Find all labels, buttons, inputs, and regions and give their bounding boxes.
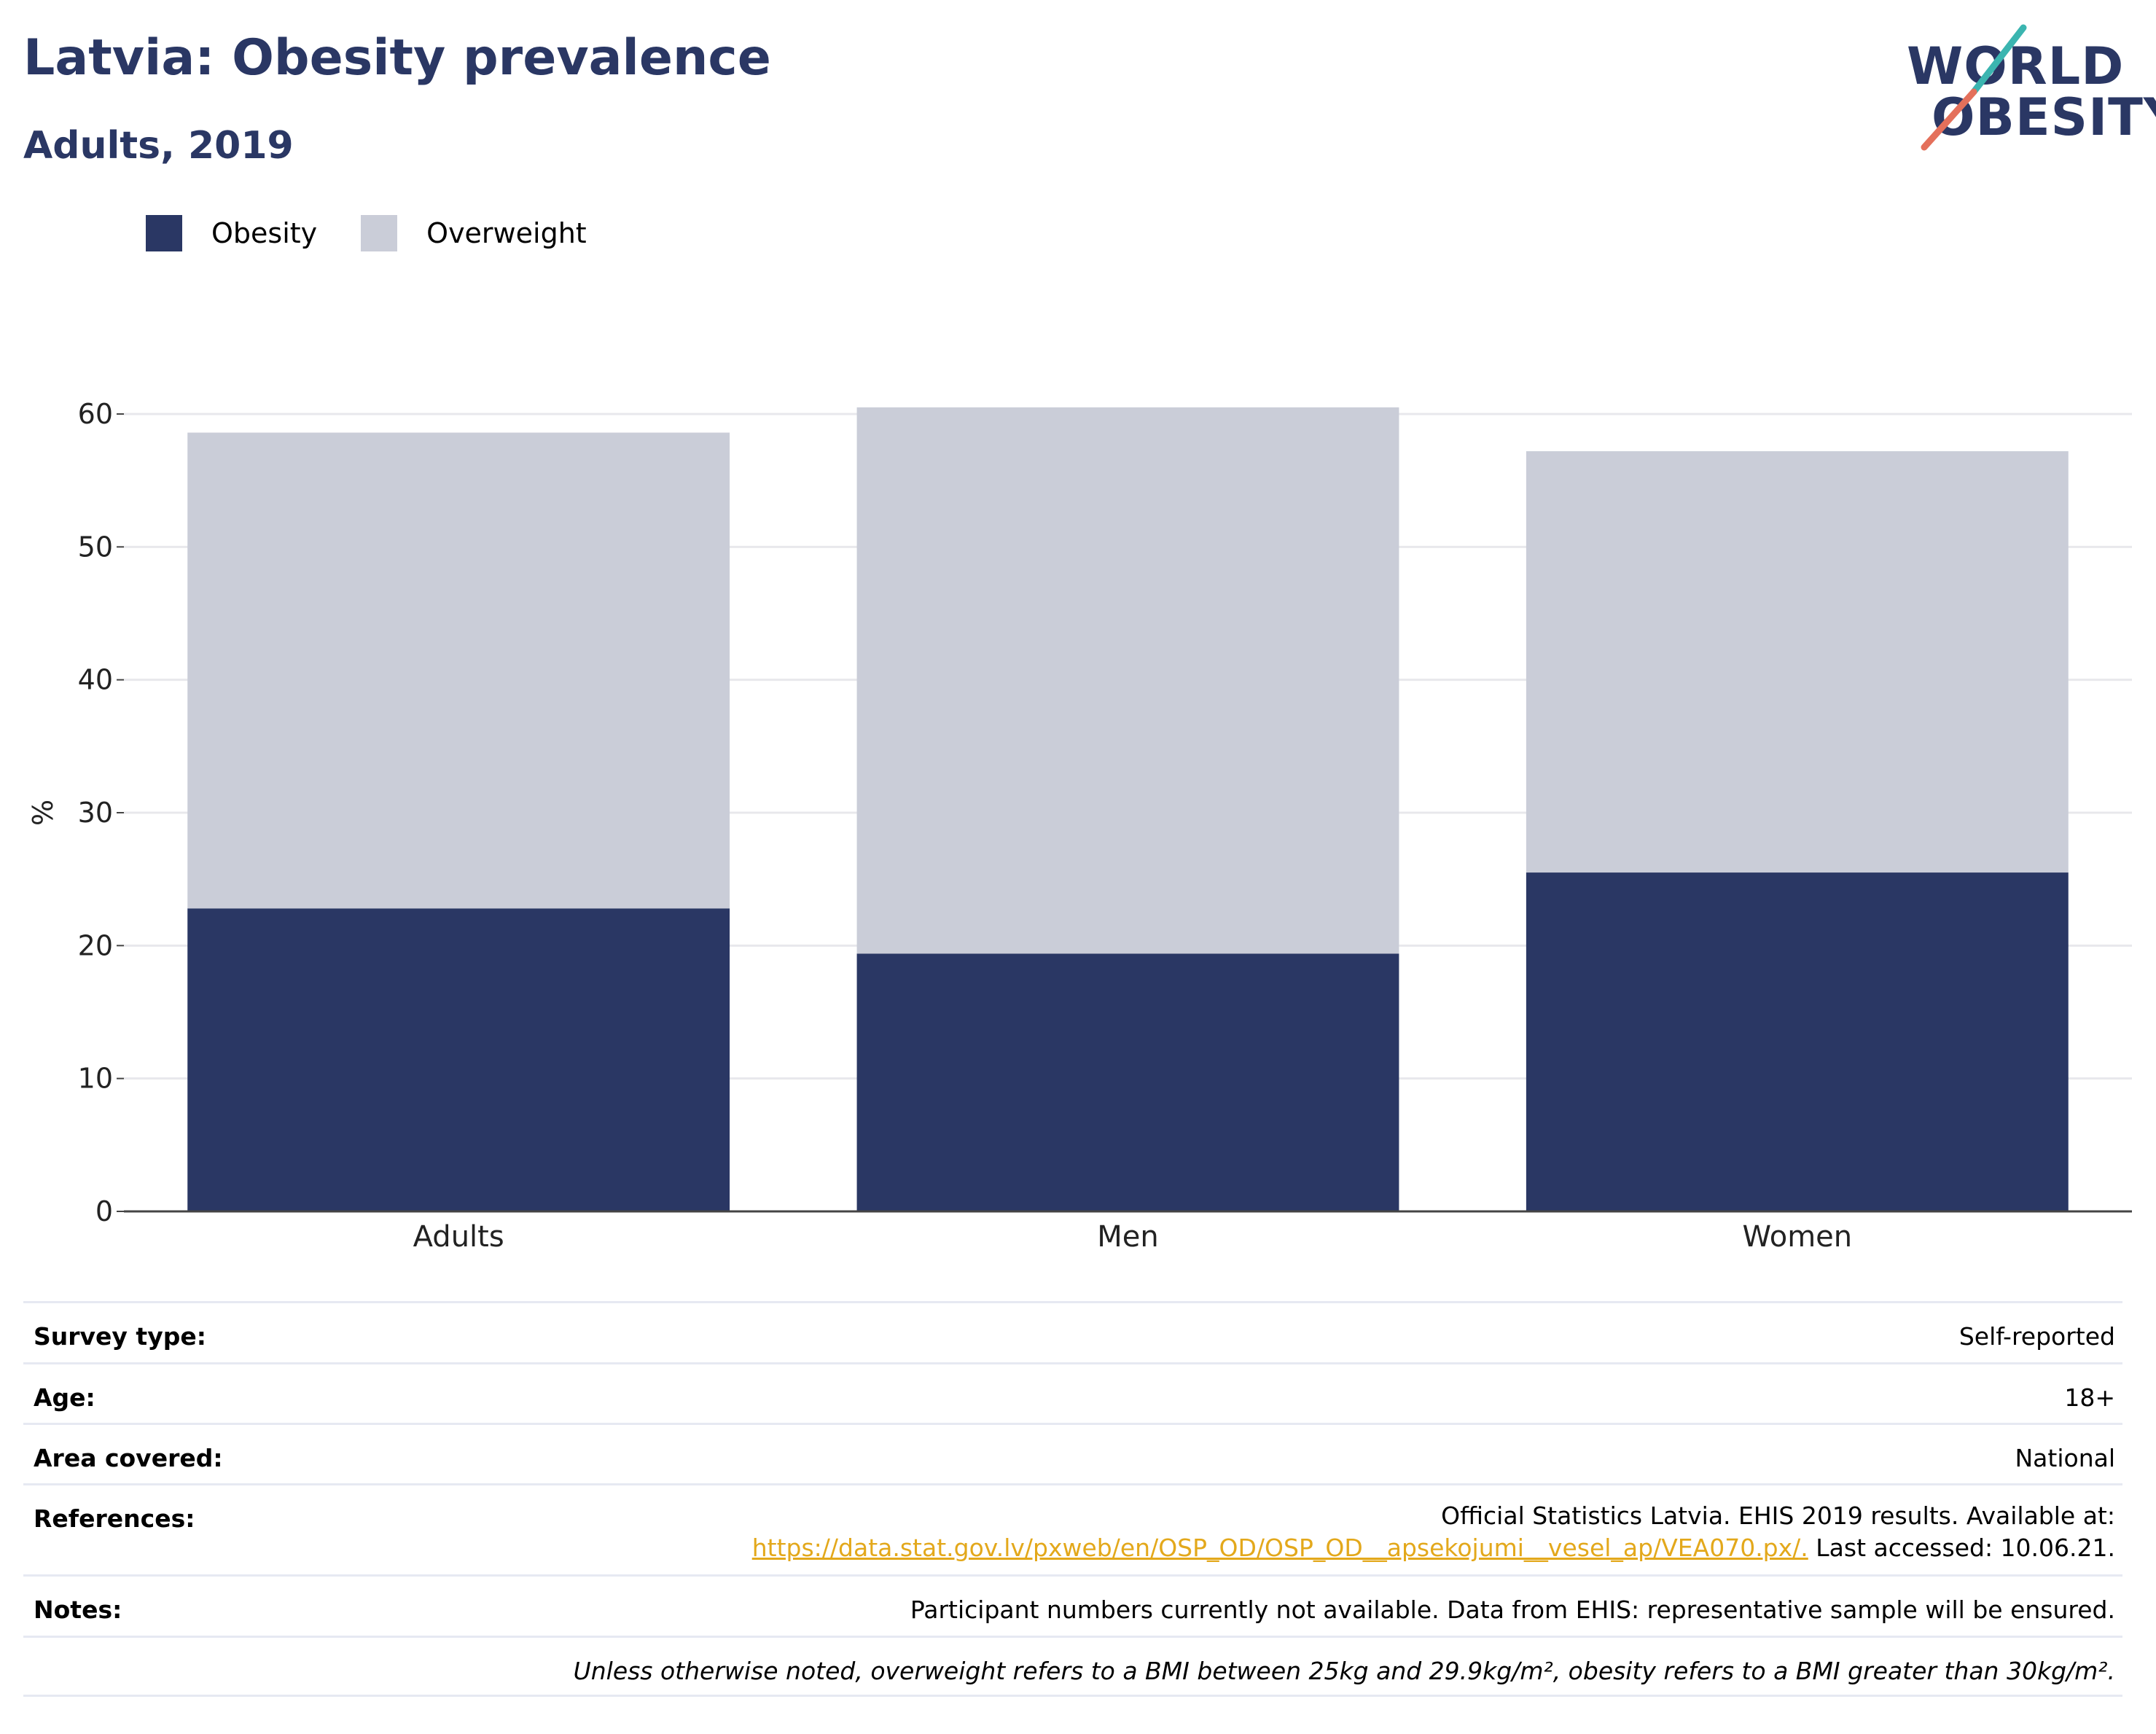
area-value: National <box>2015 1444 2115 1472</box>
notes-label: Notes: <box>34 1596 122 1624</box>
info-row-survey: Survey type: Self-reported <box>23 1301 2122 1362</box>
info-row-area: Area covered: National <box>23 1423 2122 1483</box>
survey-label: Survey type: <box>34 1322 206 1351</box>
info-row-age: Age: 18+ <box>23 1362 2122 1423</box>
y-tick-label: 0 <box>95 1195 113 1227</box>
bar-obesity-women <box>1526 872 2069 1211</box>
area-label: Area covered: <box>34 1444 223 1472</box>
notes-value: Participant numbers currently not availa… <box>910 1596 2115 1624</box>
info-row-references: References: Official Statistics Latvia. … <box>23 1483 2122 1574</box>
y-tick-label: 40 <box>78 664 113 696</box>
y-axis-title: % <box>27 800 59 826</box>
y-tick-label: 60 <box>78 398 113 430</box>
legend-swatch-overweight <box>361 215 398 251</box>
legend-item-obesity: Obesity <box>146 215 317 251</box>
references-text: Official Statistics Latvia. EHIS 2019 re… <box>1441 1501 2115 1530</box>
bar-overweight-men <box>856 407 1399 954</box>
footnote-text: Unless otherwise noted, overweight refer… <box>573 1657 2115 1685</box>
x-tick-label: Adults <box>413 1220 504 1254</box>
bar-overweight-adults <box>187 432 730 909</box>
x-tick-label: Men <box>1097 1220 1158 1254</box>
legend-item-overweight: Overweight <box>361 215 587 251</box>
y-tick-label: 30 <box>78 797 113 829</box>
y-tick-label: 10 <box>78 1063 113 1095</box>
logo-slash-icon <box>1921 24 2027 151</box>
logo-line1: WORLD <box>1907 36 2125 96</box>
world-obesity-logo: WORLD OBESITY <box>1895 22 2156 160</box>
age-value: 18+ <box>2064 1383 2115 1412</box>
chart-legend: Obesity Overweight <box>146 215 630 251</box>
references-label: References: <box>34 1504 195 1533</box>
legend-swatch-obesity <box>146 215 182 251</box>
info-row-footnote: Unless otherwise noted, overweight refer… <box>23 1636 2122 1697</box>
references-accessed: Last accessed: 10.06.21. <box>1808 1534 2115 1562</box>
bar-obesity-men <box>856 953 1399 1211</box>
info-row-notes: Notes: Participant numbers currently not… <box>23 1574 2122 1636</box>
chart-subtitle: Adults, 2019 <box>23 124 294 168</box>
y-tick-label: 50 <box>78 531 113 563</box>
bar-chart: 0 10 20 30 40 50 60% Adults Men Women <box>27 398 2132 1254</box>
y-tick-label: 20 <box>78 929 113 961</box>
legend-label-obesity: Obesity <box>211 217 318 249</box>
x-tick-label: Women <box>1743 1220 1853 1254</box>
references-link[interactable]: https://data.stat.gov.lv/pxweb/en/OSP_OD… <box>751 1534 1808 1562</box>
age-label: Age: <box>34 1383 95 1412</box>
chart-title: Latvia: Obesity prevalence <box>23 29 771 87</box>
references-value: Official Statistics Latvia. EHIS 2019 re… <box>752 1500 2115 1574</box>
bar-overweight-women <box>1526 451 2069 873</box>
survey-value: Self-reported <box>1958 1322 2115 1351</box>
bar-obesity-adults <box>187 908 730 1211</box>
legend-label-overweight: Overweight <box>426 217 587 249</box>
info-table: Survey type: Self-reported Age: 18+ Area… <box>23 1301 2122 1697</box>
